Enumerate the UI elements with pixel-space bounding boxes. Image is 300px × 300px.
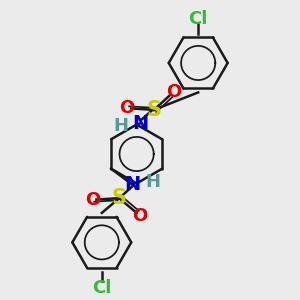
Text: O: O bbox=[132, 207, 147, 225]
Text: O: O bbox=[120, 100, 135, 118]
Text: Cl: Cl bbox=[188, 10, 208, 28]
Text: N: N bbox=[133, 114, 149, 133]
Text: O: O bbox=[167, 83, 182, 101]
Text: O: O bbox=[85, 190, 100, 208]
Text: H: H bbox=[113, 117, 128, 135]
Text: S: S bbox=[112, 188, 127, 208]
Text: Cl: Cl bbox=[92, 279, 112, 297]
Text: S: S bbox=[146, 100, 161, 120]
Text: H: H bbox=[145, 173, 160, 191]
Text: N: N bbox=[124, 175, 141, 194]
